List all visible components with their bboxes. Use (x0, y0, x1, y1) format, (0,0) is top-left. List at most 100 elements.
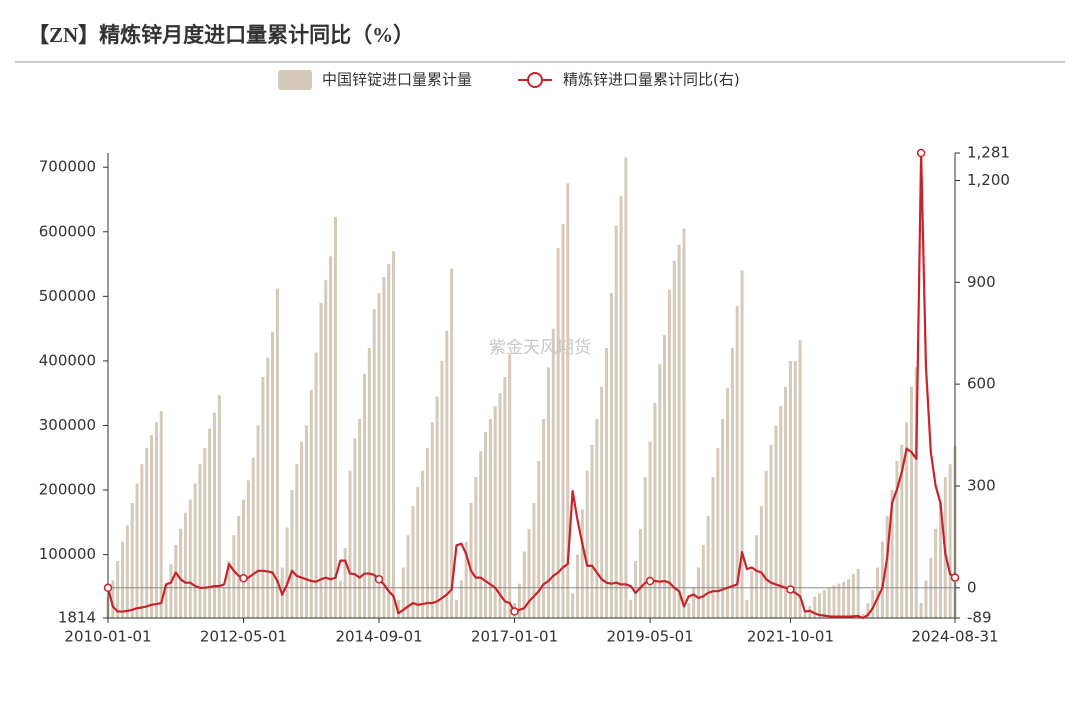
bar (353, 438, 357, 618)
bar (314, 352, 318, 618)
bar (387, 264, 391, 618)
bar (469, 502, 473, 618)
bar (590, 444, 594, 618)
bar (575, 554, 579, 618)
bar (488, 419, 492, 618)
x-tick-label: 2017-01-01 (471, 628, 558, 646)
bar (333, 216, 337, 618)
bar (643, 477, 647, 618)
bar (232, 535, 236, 618)
bar (851, 573, 855, 618)
line-marker (374, 575, 384, 584)
bar (474, 477, 478, 618)
bar (367, 347, 371, 618)
bar (561, 224, 565, 618)
line-marker (239, 574, 248, 583)
line (106, 151, 956, 620)
bar (338, 580, 342, 618)
bar (876, 567, 880, 618)
bar (174, 544, 178, 618)
bar (745, 599, 749, 618)
bar (125, 525, 129, 618)
bar (193, 483, 197, 618)
bar (609, 293, 613, 618)
bar (798, 340, 802, 618)
bar (711, 477, 715, 618)
bar (319, 302, 323, 618)
bar (779, 406, 783, 618)
y2-tick-label: 900 (967, 273, 996, 291)
x-tick-label: 2010-01-01 (64, 628, 151, 646)
bar (275, 288, 279, 618)
bar (493, 406, 497, 618)
bar (217, 395, 221, 618)
bar (159, 411, 163, 618)
y-tick-label: 300000 (39, 416, 96, 434)
bar (309, 389, 313, 618)
bar (663, 335, 667, 618)
bar (358, 419, 362, 618)
bar (459, 580, 463, 618)
bar (808, 606, 812, 618)
bar (890, 490, 894, 618)
bar (629, 599, 633, 618)
bar (421, 470, 425, 618)
bar (934, 528, 938, 618)
bar (624, 157, 628, 619)
bar (183, 512, 187, 618)
bar (866, 603, 870, 618)
chart-title: 【ZN】精炼锌月度进口量累计同比（%） (28, 23, 414, 47)
bar (905, 422, 909, 618)
bar (546, 367, 550, 618)
bar (726, 388, 730, 618)
bar (653, 402, 657, 618)
bar (435, 396, 439, 618)
bar (484, 431, 488, 618)
bar (464, 541, 468, 618)
bar (372, 309, 376, 618)
legend-label: 中国锌锭进口量累计量 (322, 71, 472, 89)
bar (914, 367, 918, 618)
bar (401, 567, 405, 618)
bar (430, 422, 434, 618)
bar (856, 568, 860, 618)
bar (227, 561, 231, 618)
y2-tick-label: -89 (967, 609, 992, 627)
bar (164, 583, 168, 618)
bar (566, 183, 570, 619)
bar (537, 460, 541, 618)
bar (130, 502, 134, 618)
bar (111, 580, 115, 618)
bar (154, 422, 158, 618)
bar (348, 470, 352, 618)
bar (832, 585, 836, 618)
bar (871, 590, 875, 618)
y2-tick-label: 600 (967, 375, 996, 393)
x-tick-label: 2019-05-01 (606, 628, 693, 646)
bar (382, 276, 386, 618)
y2-tick-label: 0 (967, 578, 977, 596)
bar (682, 228, 686, 619)
bar (924, 580, 928, 618)
legend-swatch (527, 72, 543, 88)
x-tick-label: 2024-08-31 (911, 628, 998, 646)
bar (948, 464, 952, 618)
bar (788, 360, 792, 618)
y2-tick-label: 300 (967, 476, 996, 494)
bar (300, 441, 304, 618)
bar (585, 470, 589, 618)
bar (880, 541, 884, 618)
watermark: 紫金天风期货 (489, 338, 591, 358)
bar (169, 564, 173, 618)
bar (377, 293, 381, 618)
bar (721, 419, 725, 618)
bar (803, 612, 807, 618)
bar (135, 483, 139, 618)
bar (450, 268, 454, 618)
bar (900, 444, 904, 618)
bar (222, 586, 226, 618)
bar (343, 548, 347, 618)
y2-tick-label: 1,200 (967, 171, 1010, 189)
legend-swatch (278, 70, 312, 90)
